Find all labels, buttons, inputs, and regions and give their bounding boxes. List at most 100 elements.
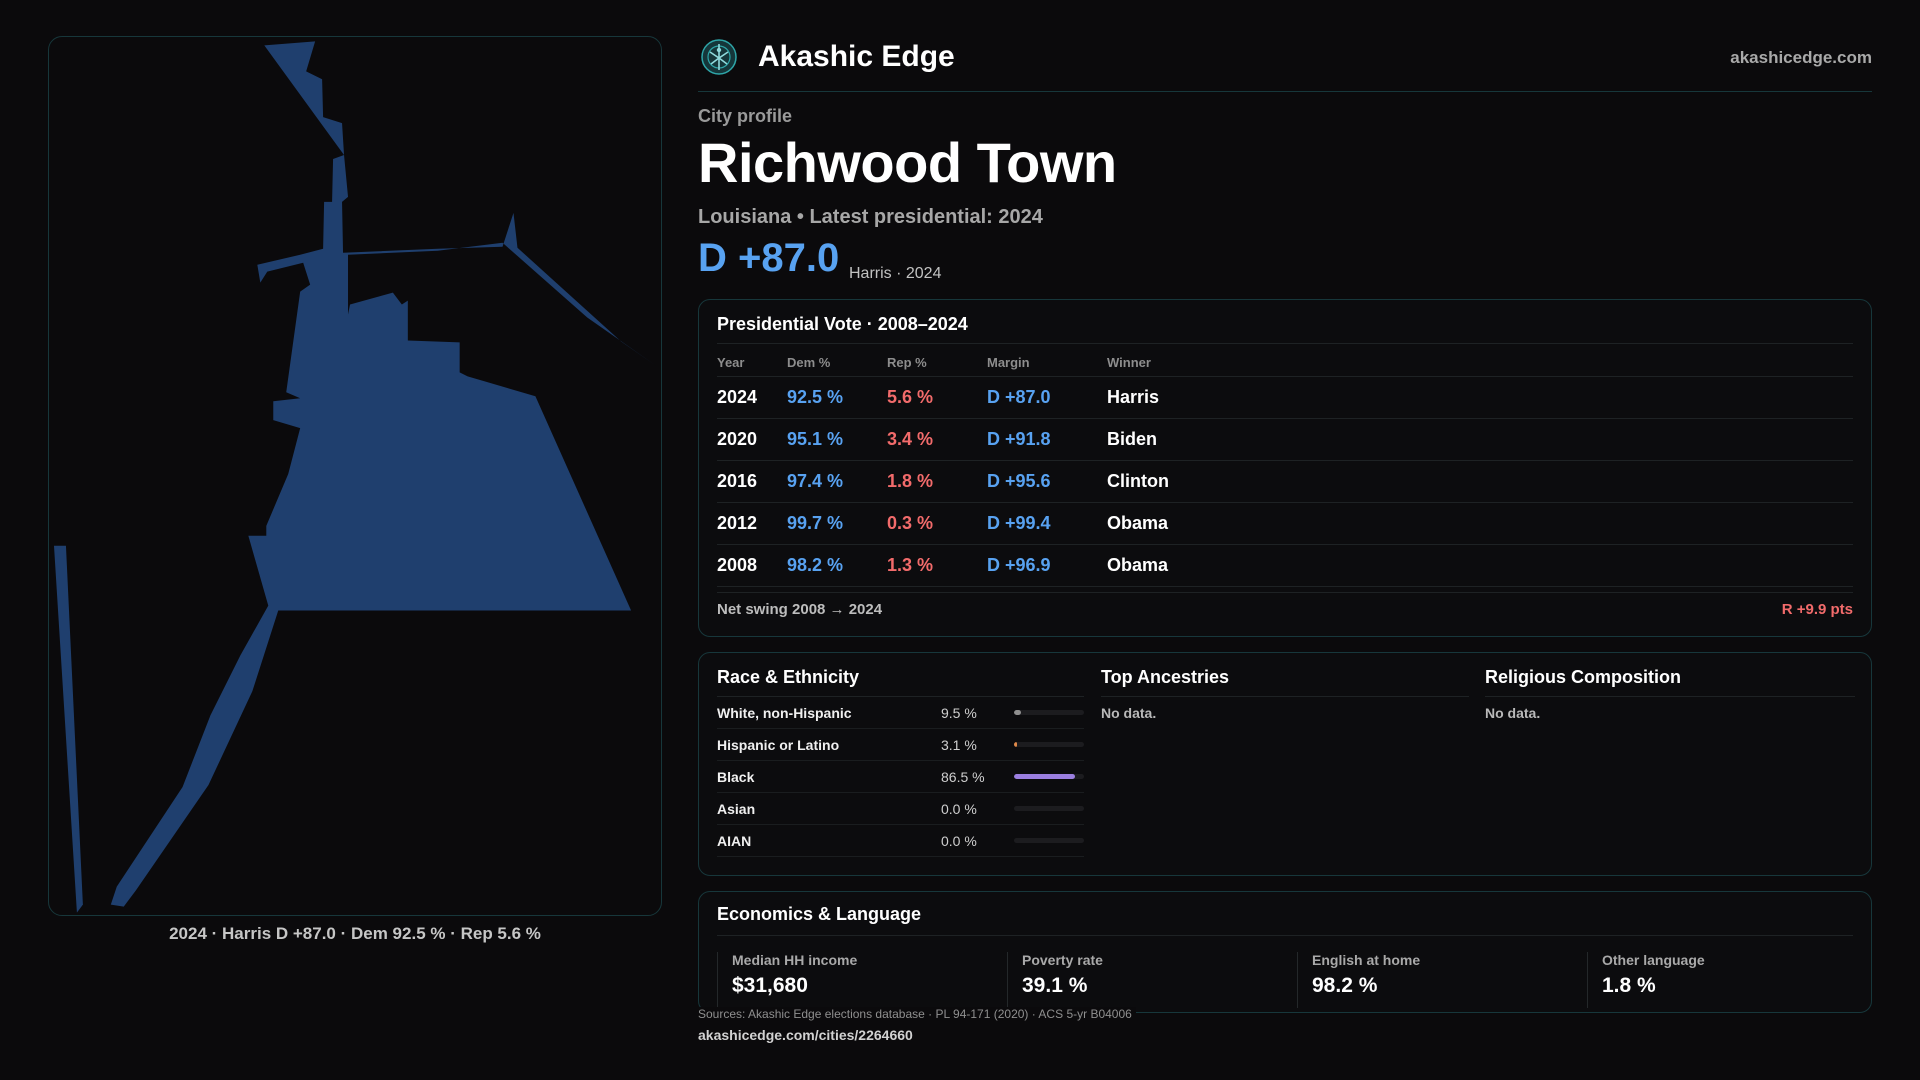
table-row: 2008 98.2 % 1.3 % D +96.9 Obama — [717, 544, 1853, 587]
race-name: Black — [717, 769, 755, 785]
ancestries-title: Top Ancestries — [1101, 667, 1469, 697]
sources-note: Sources: Akashic Edge elections database… — [698, 1007, 1136, 1021]
race-pct: 3.1 % — [941, 737, 977, 753]
race-bar — [1014, 742, 1084, 747]
race-bar — [1014, 838, 1084, 843]
col-margin: Margin — [987, 350, 1107, 377]
net-swing-label: Net swing 2008 → 2024 — [717, 601, 883, 618]
cell-winner: Clinton — [1107, 460, 1853, 503]
city-boundary-map — [48, 36, 662, 916]
race-name: AIAN — [717, 833, 752, 849]
page-title: Richwood Town — [698, 131, 1117, 194]
stat-english-at-home: English at home 98.2 % — [1297, 952, 1567, 1008]
stat-value: $31,680 — [732, 974, 808, 997]
cell-margin: D +95.6 — [987, 460, 1107, 503]
ancestries-empty: No data. — [1101, 705, 1157, 721]
race-row: White, non-Hispanic 9.5 % — [717, 697, 1084, 729]
cell-year: 2024 — [717, 376, 787, 419]
race-bar-fill — [1014, 742, 1017, 747]
race-bar-fill — [1014, 710, 1021, 715]
vote-table-header: Year Dem % Rep % Margin Winner — [717, 350, 1853, 377]
brand-name[interactable]: Akashic Edge — [758, 40, 955, 73]
permalink[interactable]: akashicedge.com/cities/2264660 — [698, 1027, 913, 1043]
stat-value: 39.1 % — [1022, 974, 1088, 997]
cell-winner: Obama — [1107, 544, 1853, 587]
religion-empty: No data. — [1485, 705, 1541, 721]
race-row: Asian 0.0 % — [717, 793, 1084, 825]
cell-dem: 95.1 % — [787, 418, 887, 461]
race-ethnicity-section: Race & Ethnicity White, non-Hispanic 9.5… — [717, 667, 1084, 857]
race-pct: 0.0 % — [941, 801, 977, 817]
table-row: 2020 95.1 % 3.4 % D +91.8 Biden — [717, 418, 1853, 461]
cell-rep: 0.3 % — [887, 502, 987, 545]
demographics-card: Race & Ethnicity White, non-Hispanic 9.5… — [698, 652, 1872, 876]
cell-winner: Biden — [1107, 418, 1853, 461]
cell-rep: 5.6 % — [887, 376, 987, 419]
city-boundary-strip — [53, 545, 83, 913]
col-dem: Dem % — [787, 350, 887, 377]
religious-composition-section: Religious Composition No data. — [1485, 667, 1855, 721]
cell-dem: 99.7 % — [787, 502, 887, 545]
cell-rep: 3.4 % — [887, 418, 987, 461]
stat-poverty-rate: Poverty rate 39.1 % — [1007, 952, 1277, 1008]
cell-margin: D +96.9 — [987, 544, 1107, 587]
race-pct: 86.5 % — [941, 769, 985, 785]
cell-dem: 98.2 % — [787, 544, 887, 587]
race-bar-fill — [1014, 774, 1075, 779]
presidential-vote-card: Presidential Vote · 2008–2024 Year Dem %… — [698, 299, 1872, 637]
stat-label: English at home — [1312, 952, 1421, 968]
table-row: 2016 97.4 % 1.8 % D +95.6 Clinton — [717, 460, 1853, 503]
cell-dem: 97.4 % — [787, 460, 887, 503]
cell-year: 2020 — [717, 418, 787, 461]
stat-label: Poverty rate — [1022, 952, 1103, 968]
cell-margin: D +99.4 — [987, 502, 1107, 545]
tree-of-life-icon — [701, 39, 737, 75]
stat-median-income: Median HH income $31,680 — [717, 952, 987, 1008]
cell-margin: D +87.0 — [987, 376, 1107, 419]
cell-rep: 1.8 % — [887, 460, 987, 503]
net-swing-value: R +9.9 pts — [1781, 601, 1853, 618]
race-row: Black 86.5 % — [717, 761, 1084, 793]
race-name: Hispanic or Latino — [717, 737, 840, 753]
col-winner: Winner — [1107, 350, 1853, 377]
race-bar — [1014, 806, 1084, 811]
latest-margin: D +87.0 — [698, 236, 840, 280]
stat-value: 98.2 % — [1312, 974, 1378, 997]
stat-label: Median HH income — [732, 952, 858, 968]
economics-title: Economics & Language — [717, 904, 1853, 936]
latest-margin-note: Harris · 2024 — [849, 265, 942, 282]
stat-label: Other language — [1602, 952, 1705, 968]
col-rep: Rep % — [887, 350, 987, 377]
header: Akashic Edge akashicedge.com — [698, 34, 1872, 92]
vote-card-title: Presidential Vote · 2008–2024 — [717, 314, 1853, 344]
city-boundary-shape — [53, 41, 658, 913]
top-ancestries-section: Top Ancestries No data. — [1101, 667, 1469, 721]
cell-year: 2016 — [717, 460, 787, 503]
page-kicker: City profile — [698, 106, 793, 126]
net-swing: Net swing 2008 → 2024 R +9.9 pts — [717, 592, 1853, 622]
race-row: AIAN 0.0 % — [717, 825, 1084, 857]
cell-dem: 92.5 % — [787, 376, 887, 419]
economics-stats: Median HH income $31,680 Poverty rate 39… — [717, 952, 1853, 1008]
stat-value: 1.8 % — [1602, 974, 1656, 997]
profile-column: Akashic Edge akashicedge.com City profil… — [698, 0, 1872, 1080]
cell-year: 2008 — [717, 544, 787, 587]
cell-year: 2012 — [717, 502, 787, 545]
page-subtitle: Louisiana • Latest presidential: 2024 — [698, 206, 1043, 228]
race-pct: 9.5 % — [941, 705, 977, 721]
religion-title: Religious Composition — [1485, 667, 1855, 697]
stat-other-language: Other language 1.8 % — [1587, 952, 1857, 1008]
map-caption: 2024 · Harris D +87.0 · Dem 92.5 % · Rep… — [169, 924, 541, 943]
cell-winner: Harris — [1107, 376, 1853, 419]
race-title: Race & Ethnicity — [717, 667, 1084, 697]
economics-card: Economics & Language Median HH income $3… — [698, 891, 1872, 1013]
col-year: Year — [717, 350, 787, 377]
race-pct: 0.0 % — [941, 833, 977, 849]
race-bar — [1014, 710, 1084, 715]
race-name: White, non-Hispanic — [717, 705, 852, 721]
site-link[interactable]: akashicedge.com — [1730, 48, 1872, 67]
city-boundary-polygon — [110, 41, 658, 907]
cell-rep: 1.3 % — [887, 544, 987, 587]
vote-table: Year Dem % Rep % Margin Winner 2024 92.5… — [717, 350, 1853, 587]
cell-margin: D +91.8 — [987, 418, 1107, 461]
